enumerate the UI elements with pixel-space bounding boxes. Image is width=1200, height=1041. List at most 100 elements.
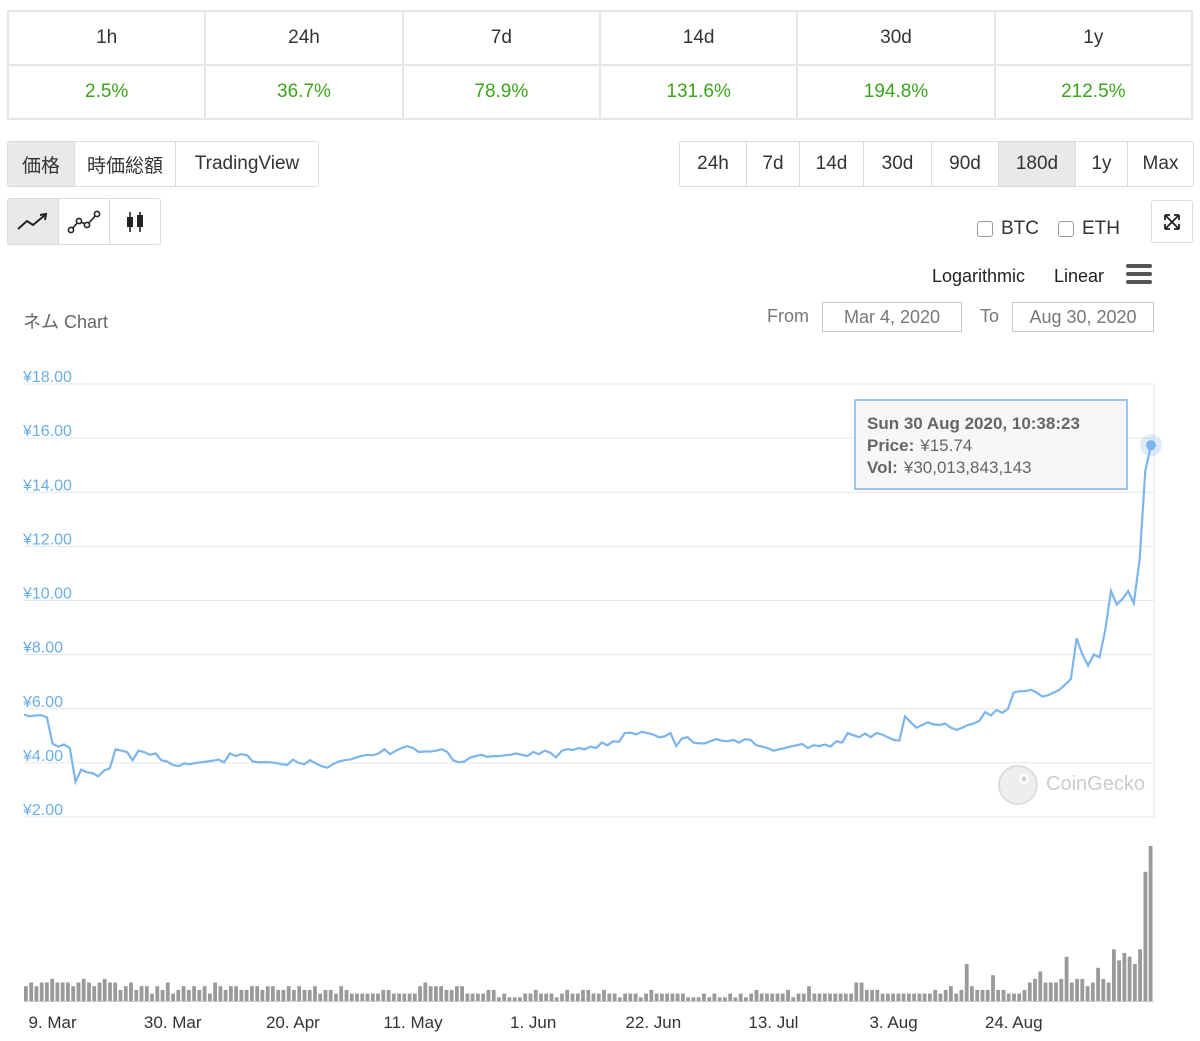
volume-bar [991, 975, 995, 1001]
volume-bar [1001, 989, 1006, 1001]
volume-bar [223, 989, 228, 1001]
volume-bar [985, 989, 990, 1001]
volume-bar [681, 993, 685, 1001]
fullscreen-button[interactable] [1151, 200, 1193, 243]
volume-bar [954, 993, 959, 1001]
linear-toggle[interactable]: Linear [1054, 266, 1105, 286]
volume-bar [339, 986, 344, 1001]
volume-bar [434, 986, 438, 1001]
volume-bar [1048, 982, 1053, 1001]
volume-bar [402, 993, 407, 1001]
volume-bar [1080, 978, 1085, 1001]
volume-bar [370, 993, 375, 1001]
volume-bar [744, 997, 748, 1001]
volume-bar [675, 993, 680, 1001]
volume-bar [949, 986, 953, 1001]
compare-btc-checkbox[interactable]: BTC [977, 218, 1039, 240]
volume-bar [328, 989, 333, 1001]
volume-bar [765, 993, 769, 1001]
volume-bar [1101, 978, 1106, 1001]
btc-checkbox-box[interactable] [977, 221, 993, 237]
y-tick-label: ¥18.00 [22, 369, 72, 386]
range-1y[interactable]: 1y [1076, 142, 1128, 186]
volume-bar [139, 986, 144, 1001]
volume-bar [633, 993, 638, 1001]
volume-bar [281, 989, 286, 1001]
chart-title: ネム Chart [23, 312, 109, 332]
volume-bar [213, 982, 217, 1001]
menu-icon[interactable] [1126, 264, 1152, 286]
range-90d[interactable]: 90d [932, 142, 999, 186]
range-180d[interactable]: 180d [999, 142, 1076, 186]
volume-bar [786, 989, 790, 1001]
volume-bar [607, 993, 612, 1001]
x-tick-label: 3. Aug [869, 1013, 917, 1032]
volume-bar [549, 993, 554, 1001]
volume-bar [355, 993, 359, 1001]
volume-bar [60, 982, 65, 1001]
volume-bar [749, 993, 754, 1001]
period-7d: 7d [401, 10, 601, 66]
volume-bar [922, 993, 927, 1001]
volume-bar [286, 986, 291, 1001]
tab-market-cap[interactable]: 時価総額 [75, 142, 176, 186]
range-max[interactable]: Max [1142, 153, 1179, 174]
volume-bar [996, 989, 1001, 1001]
line-chart-icon[interactable] [8, 199, 59, 244]
volume-bar [886, 993, 890, 1001]
volume-bar [570, 993, 575, 1001]
change-1h: 2.5% [6, 64, 207, 120]
range-24h[interactable]: 24h [680, 142, 747, 186]
volume-bar [271, 986, 275, 1001]
volume-bar [654, 993, 659, 1001]
coingecko-watermark: CoinGecko [998, 765, 1145, 805]
volume-bar [754, 989, 759, 1001]
volume-bar [612, 993, 617, 1001]
tab-tradingview[interactable]: TradingView [194, 153, 300, 174]
volume-bar [444, 989, 449, 1001]
volume-bar [854, 982, 859, 1001]
volume-bar [901, 993, 906, 1001]
volume-bar [386, 989, 391, 1001]
volume-bar [45, 982, 49, 1001]
tab-price[interactable]: 価格 [8, 142, 75, 186]
y-tick-label: ¥6.00 [22, 694, 63, 711]
volume-bar [360, 993, 365, 1001]
to-date-input[interactable]: Aug 30, 2020 [1012, 302, 1154, 332]
logarithmic-toggle[interactable]: Logarithmic [932, 266, 1026, 286]
eth-checkbox-box[interactable] [1058, 221, 1074, 237]
volume-bar [176, 989, 181, 1001]
volume-bar [1054, 982, 1058, 1001]
volume-bar [1096, 967, 1100, 1001]
volume-bar [702, 993, 706, 1001]
ohlc-line-icon[interactable] [59, 199, 110, 244]
range-14d[interactable]: 14d [800, 142, 864, 186]
volume-bar [1148, 846, 1153, 1001]
volume-bar [1059, 978, 1064, 1001]
y-tick-label: ¥4.00 [22, 748, 63, 765]
y-tick-label: ¥8.00 [22, 640, 63, 657]
range-7d[interactable]: 7d [747, 142, 800, 186]
volume-bar [507, 997, 512, 1001]
volume-bar [97, 982, 102, 1001]
from-date-input[interactable]: Mar 4, 2020 [822, 302, 962, 332]
volume-bar [307, 989, 312, 1001]
range-30d[interactable]: 30d [864, 142, 932, 186]
volume-bar [660, 993, 664, 1001]
volume-bar [864, 989, 869, 1001]
volume-bar [1027, 982, 1032, 1001]
volume-bar [849, 993, 853, 1001]
volume-bar [665, 993, 669, 1001]
volume-bar [491, 989, 496, 1001]
x-tick-label: 30. Mar [144, 1013, 202, 1032]
compare-eth-checkbox[interactable]: ETH [1058, 218, 1120, 240]
volume-bar [623, 993, 627, 1001]
volume-bar [66, 982, 70, 1001]
candlestick-icon[interactable] [110, 199, 160, 244]
volume-bar [791, 997, 796, 1001]
view-tabs: 価格 時価総額 TradingView [7, 141, 319, 187]
volume-bar [649, 989, 654, 1001]
x-tick-label: 24. Aug [985, 1013, 1043, 1032]
svg-text:Vol:¥30,013,843,143: Vol: ¥30,013,843,143 [867, 458, 1031, 477]
volume-bar [1038, 971, 1043, 1001]
